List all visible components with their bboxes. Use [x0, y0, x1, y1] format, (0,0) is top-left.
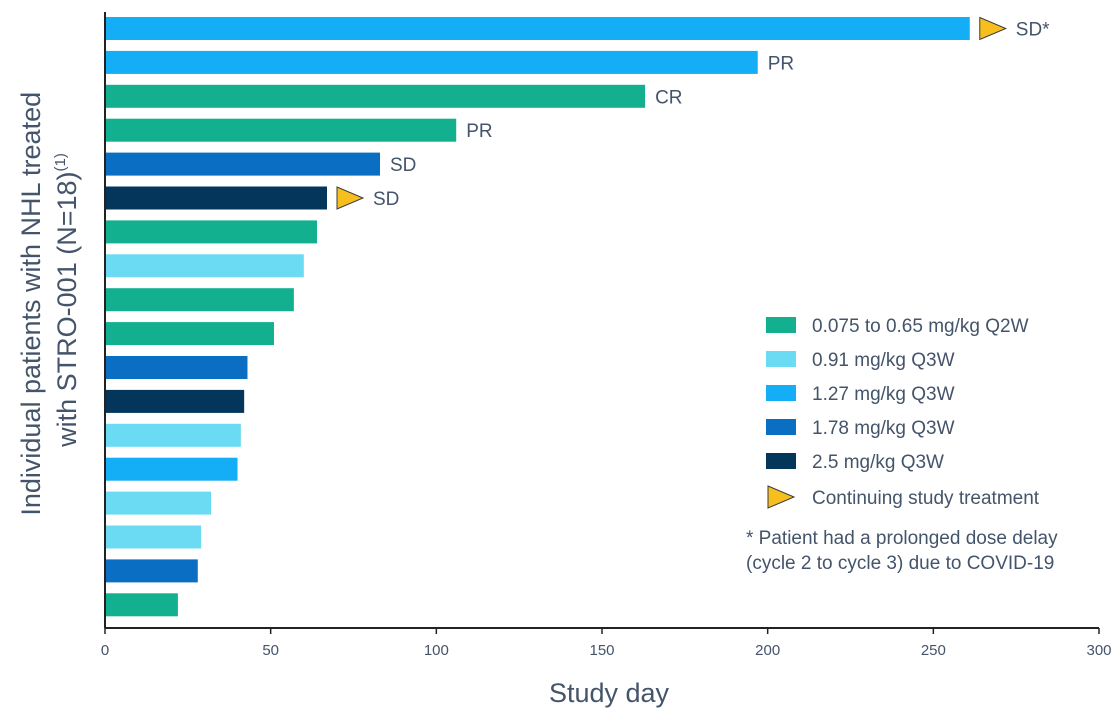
patient-bar: [105, 423, 241, 447]
x-tick-label: 0: [101, 642, 109, 659]
legend-swatch: [766, 385, 796, 401]
continuing-triangle-icon: [979, 16, 1008, 41]
patient-bar: [105, 593, 178, 617]
patient-bar: [105, 322, 274, 346]
x-tick-label: 250: [921, 642, 946, 659]
patient-bar: [105, 254, 304, 278]
patient-bar: [105, 559, 198, 583]
patient-bar: [105, 84, 646, 108]
x-tick-label: 150: [589, 642, 614, 659]
patient-bar: [105, 152, 381, 176]
legend-label-continuing: Continuing study treatment: [812, 488, 1040, 509]
legend-label: 0.075 to 0.65 mg/kg Q2W: [812, 316, 1029, 337]
continuing-triangle-icon: [336, 186, 365, 210]
response-label: SD*: [1016, 20, 1050, 41]
x-tick-label: 200: [755, 642, 780, 659]
legend-triangle-icon: [767, 485, 796, 509]
patient-bar: [105, 220, 318, 244]
x-tick-label: 100: [424, 642, 449, 659]
patient-bar: [105, 457, 238, 481]
legend-swatch: [766, 317, 796, 333]
patient-bar: [105, 491, 212, 515]
x-tick-label: 300: [1086, 642, 1111, 659]
response-label: PR: [768, 53, 794, 74]
patient-bar: [105, 389, 245, 413]
x-axis-title: Study day: [549, 678, 670, 708]
y-axis-title-line-1: Individual patients with NHL treated: [16, 92, 46, 516]
patient-bar: [105, 50, 758, 74]
response-label: PR: [466, 121, 492, 142]
legend-label: 2.5 mg/kg Q3W: [812, 452, 944, 473]
patient-bar: [105, 356, 248, 379]
patient-bar: [105, 118, 457, 142]
patient-bar: [105, 288, 294, 312]
y-axis-title-line-2: with STRO-001 (N=18): [52, 172, 82, 448]
legend-label: 1.27 mg/kg Q3W: [812, 384, 955, 405]
legend-swatch: [766, 419, 796, 435]
legend-swatch: [766, 351, 796, 367]
legend-label: 1.78 mg/kg Q3W: [812, 418, 955, 439]
footnote: * Patient had a prolonged dose delay (cy…: [746, 528, 1058, 574]
response-label: CR: [655, 87, 682, 108]
y-axis-title: Individual patients with NHL treated wit…: [16, 84, 82, 515]
x-tick-label: 50: [262, 642, 279, 659]
patient-bar: [105, 17, 970, 40]
legend-label: 0.91 mg/kg Q3W: [812, 350, 955, 371]
y-axis-title-superscript: (1): [52, 153, 69, 171]
patient-bar: [105, 525, 202, 549]
patient-bar: [105, 186, 327, 210]
response-label: SD: [373, 189, 399, 210]
response-label: SD: [390, 155, 416, 176]
legend-swatch: [766, 453, 796, 469]
